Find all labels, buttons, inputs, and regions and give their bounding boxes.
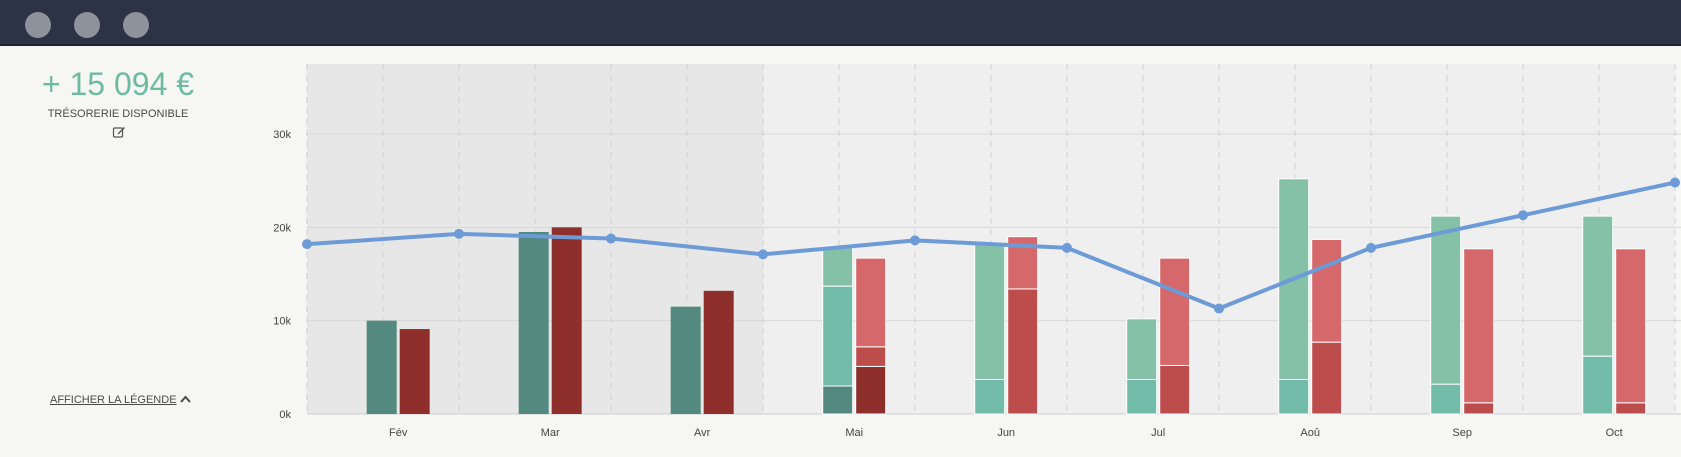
y-tick-label: 20k: [273, 222, 291, 234]
window-titlebar: [0, 0, 1681, 46]
show-legend-label: AFFICHER LA LÉGENDE: [50, 394, 177, 406]
x-tick-label: Mar: [541, 427, 560, 439]
expense-bar-Sep: [1463, 402, 1495, 415]
expense-bar-Aoû: [1311, 341, 1343, 415]
expense-bar-Fév: [399, 329, 430, 414]
x-tick-label: Jun: [997, 427, 1015, 439]
y-tick-label: 0k: [279, 409, 291, 421]
window-minimize-button[interactable]: [74, 12, 100, 38]
x-tick-label: Oct: [1606, 427, 1623, 439]
expense-bar-Jun: [1007, 288, 1039, 415]
balance-line: [306, 180, 1676, 311]
balance-point: [1366, 242, 1376, 253]
expense-bar-Aoû: [1311, 238, 1343, 343]
income-bar-Fév: [366, 320, 397, 414]
edit-icon[interactable]: [112, 125, 126, 139]
expense-bar-Sep: [1463, 248, 1495, 404]
y-tick-label: 10k: [273, 316, 291, 328]
expense-bar-Jul: [1159, 257, 1191, 366]
chevron-up-icon: [179, 394, 191, 406]
income-bar-Oct: [1582, 215, 1614, 357]
expense-bar-Oct: [1615, 402, 1647, 415]
balance-point: [454, 228, 464, 239]
income-bar-Avr: [670, 306, 701, 414]
available-cash-label: TRÉSORERIE DISPONIBLE: [47, 108, 189, 120]
balance-point: [606, 233, 616, 244]
x-tick-label: Avr: [694, 427, 711, 439]
expense-bar-Jul: [1159, 364, 1191, 415]
balance-point: [910, 235, 920, 246]
income-bar-Jul: [1126, 318, 1158, 380]
expense-bar-Avr: [703, 290, 734, 414]
available-cash-amount: + 15 094 €: [41, 66, 195, 102]
expense-bar-Mai: [855, 257, 887, 348]
income-bar-Mai: [822, 385, 854, 415]
income-bar-Jun: [974, 378, 1006, 415]
x-tick-label: Jul: [1151, 427, 1165, 439]
cashflow-chart-svg: 0k 10k 20k 30k Fév Mar Avr Mai Jun Jul Aoû Sep Oct: [273, 64, 1681, 439]
balance-point: [1518, 210, 1528, 221]
show-legend-toggle[interactable]: AFFICHER LA LÉGENDE: [50, 394, 191, 406]
expense-bar-Mai: [855, 365, 887, 415]
balance-point: [1214, 303, 1224, 314]
summary-panel: + 15 094 € TRÉSORERIE DISPONIBLE AFFICHE…: [0, 46, 260, 452]
income-bar-Oct: [1582, 355, 1614, 415]
expense-bar-Mai: [855, 346, 887, 367]
income-bar-Mai: [822, 245, 854, 287]
expense-bar-Oct: [1615, 248, 1647, 404]
balance-point: [1062, 242, 1072, 253]
x-tick-label: Fév: [389, 427, 408, 439]
income-bar-Aoû: [1278, 378, 1310, 415]
income-bar-Sep: [1430, 383, 1462, 415]
income-bar-Jul: [1126, 378, 1158, 415]
cashflow-chart: 0k 10k 20k 30k Fév Mar Avr Mai Jun Jul Aoû Sep Oct: [0, 46, 1681, 452]
y-tick-label: 30k: [273, 129, 291, 141]
expense-bar-Mar: [551, 227, 582, 414]
income-bar-Mai: [822, 285, 854, 387]
x-tick-label: Mai: [845, 427, 863, 439]
window-maximize-button[interactable]: [123, 12, 149, 38]
balance-point: [302, 239, 312, 250]
x-tick-label: Aoû: [1300, 427, 1320, 439]
x-tick-label: Sep: [1452, 427, 1472, 439]
balance-point: [1670, 177, 1680, 188]
income-bar-Mar: [518, 232, 549, 414]
balance-point: [758, 249, 768, 260]
window-close-button[interactable]: [25, 12, 51, 38]
income-bar-Jun: [974, 242, 1006, 380]
income-bar-Sep: [1430, 215, 1462, 385]
